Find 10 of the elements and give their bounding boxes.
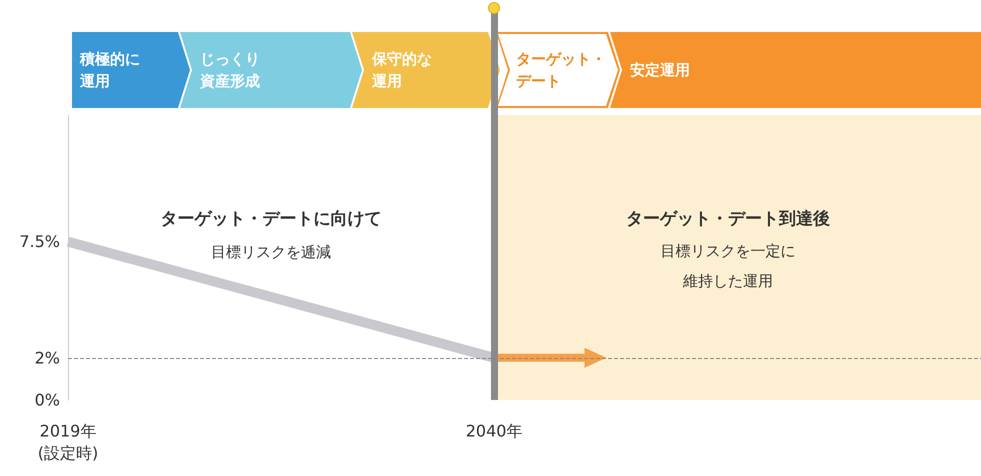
phase-banner: 積極的に運用 じっくり資産形成 保守的な運用 ターゲット・デート 安定運用 bbox=[72, 32, 981, 108]
x-tick-label: 2019年 (設定時) bbox=[38, 422, 98, 462]
annotation: ターゲット・デートに向けて bbox=[160, 208, 382, 231]
y-tick-label: 2% bbox=[34, 348, 60, 368]
annotation: 目標リスクを逓減 bbox=[210, 242, 332, 263]
annotation: 目標リスクを一定に維持した運用 bbox=[660, 241, 796, 292]
y-tick-label: 7.5% bbox=[19, 232, 60, 252]
y-tick-label: 0% bbox=[34, 390, 60, 410]
x-tick-label: 2040年 bbox=[466, 422, 522, 440]
annotation: ターゲット・デート到達後 bbox=[625, 208, 831, 231]
